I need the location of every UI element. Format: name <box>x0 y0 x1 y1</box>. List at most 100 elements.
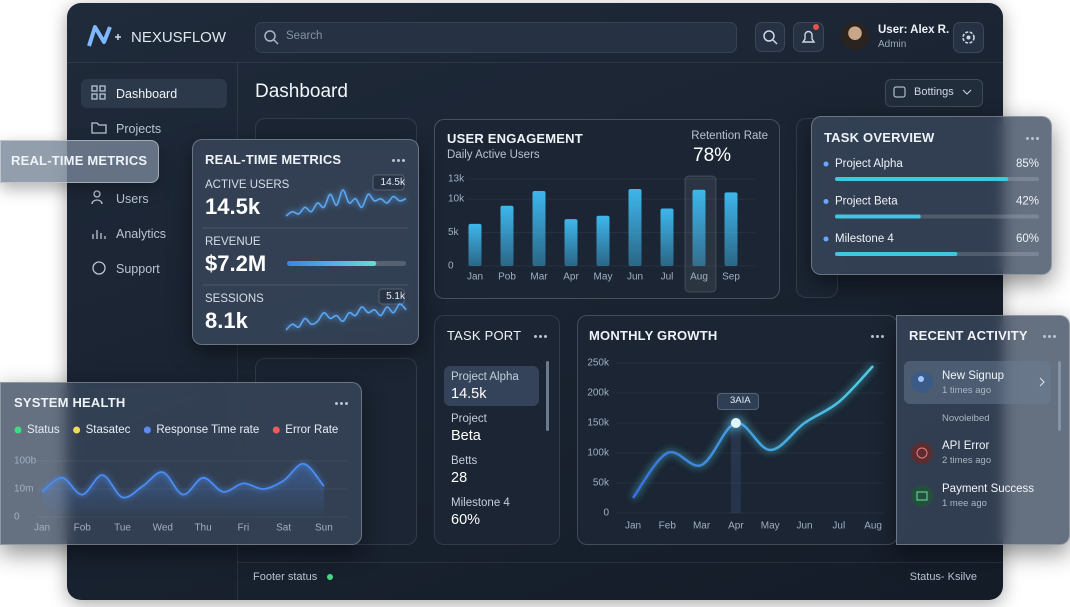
recent-activity-card: RECENT ACTIVITY New Signup 1 times ago API… <box>896 315 1070 545</box>
brand: NEXUSFLOW <box>131 29 227 46</box>
metric-value: $7.2M <box>205 251 267 276</box>
notification-button[interactable] <box>793 22 824 52</box>
line-chart: Status Stasatec Response Time rate Error Ra… <box>14 424 349 534</box>
menu-dots[interactable] <box>871 335 874 338</box>
nav-icons <box>91 85 107 275</box>
task-name: Project Beta <box>835 196 898 208</box>
progress-bar <box>835 214 921 219</box>
legend-swatch <box>14 426 22 434</box>
x-tick-label: Thu <box>194 523 211 534</box>
card-title: USER ENGAGEMENT <box>447 131 583 146</box>
metric-label: ACTIVE USERS <box>205 179 290 191</box>
activity-icons <box>911 371 1045 507</box>
x-tick-label: Apr <box>563 272 579 283</box>
x-tick-label: Jul <box>661 272 674 283</box>
status-dot <box>327 574 333 580</box>
annotation: 3AIA <box>730 395 751 406</box>
legend-swatch <box>272 426 280 434</box>
activity-title: Payment Success <box>942 483 1035 495</box>
badge <box>378 288 405 305</box>
activity-time: 1 times ago <box>942 385 992 396</box>
item-value: 14.5k <box>451 386 487 402</box>
activity-title: New Signup <box>942 370 1005 382</box>
item-value: 28 <box>451 470 468 486</box>
task-name: Milestone 4 <box>835 233 894 245</box>
y-tick-label: 100b <box>14 456 37 467</box>
badge <box>372 174 405 191</box>
item-value: Beta <box>451 428 481 444</box>
engagement-card: USER ENGAGEMENT Daily Active Users Reten… <box>434 119 780 299</box>
floating-tag <box>0 140 159 183</box>
settings-button-label: Bottings <box>914 86 954 98</box>
x-tick-label: Apr <box>728 521 744 532</box>
menu-dots[interactable] <box>335 402 338 405</box>
menu-dots[interactable] <box>1026 137 1029 140</box>
settings-button-icons <box>893 86 972 98</box>
search-button[interactable] <box>755 22 785 52</box>
card-title: SYSTEM HEALTH <box>14 395 126 410</box>
x-tick-label: Sun <box>315 523 333 534</box>
metric-value: 14.5k <box>205 194 261 219</box>
x-tick-label: Mar <box>693 521 711 532</box>
y-tick-label: 250k <box>587 358 610 369</box>
bar <box>660 208 674 266</box>
sparkline <box>285 303 407 331</box>
header-divider <box>67 62 1003 63</box>
card-title: MONTHLY GROWTH <box>589 328 718 343</box>
menu-dots[interactable] <box>392 159 395 162</box>
menu-dots[interactable] <box>534 335 537 338</box>
nav-item[interactable]: Users <box>116 192 149 206</box>
nav-item[interactable]: Dashboard <box>116 87 178 101</box>
bullet <box>823 161 829 167</box>
nav-item[interactable]: Projects <box>116 122 162 136</box>
page-title: Dashboard <box>255 81 348 102</box>
badge-label: 14.5k <box>380 177 405 188</box>
growth-card: MONTHLY GROWTH 0 50k 100k 150k 200k 250k Jan Fe… <box>577 315 898 545</box>
settings-icon-button[interactable] <box>953 22 984 53</box>
annotation-box <box>717 393 759 410</box>
divider-label: Novoleibed <box>942 413 990 424</box>
item-name: Project <box>451 413 487 425</box>
bar-chart: 0 5k 10k 13k Jan Pob Mar Apr May Jun Jul Aug Sep <box>448 174 755 293</box>
activity-time: 1 mee ago <box>942 498 987 509</box>
y-tick-label: 200k <box>587 388 610 399</box>
x-tick-label: Aug <box>864 521 882 532</box>
x-tick-label: Jul <box>832 521 845 532</box>
x-tick-label: May <box>594 272 613 283</box>
selected-item <box>444 366 539 406</box>
icon <box>763 30 778 45</box>
legend-label: Status <box>27 424 60 436</box>
highlight-point <box>730 418 741 428</box>
footer-divider <box>237 562 1003 563</box>
y-tick-label: 0 <box>448 261 454 272</box>
icon <box>801 24 819 43</box>
icon <box>962 31 975 44</box>
activity-title: API Error <box>942 440 990 452</box>
y-tick-label: 5k <box>448 227 460 238</box>
x-tick-label: Fri <box>238 523 250 534</box>
x-tick-label: May <box>761 521 780 532</box>
progress-bar <box>835 177 1009 181</box>
bullet <box>823 199 829 204</box>
logo <box>87 25 121 47</box>
item-name: Project Alpha <box>451 371 519 383</box>
menu-dots[interactable] <box>1043 335 1046 338</box>
nav-item[interactable]: Support <box>116 262 160 276</box>
x-tick-label: Jun <box>627 272 643 283</box>
search-box[interactable] <box>255 22 737 53</box>
task-port-card: TASK PORT Project Alpha 14.5k Project Beta B… <box>434 315 560 545</box>
bar <box>628 189 642 266</box>
system-health-card: SYSTEM HEALTH Status Stasatec Response Tim… <box>0 382 362 545</box>
bar <box>596 215 610 266</box>
legend-swatch <box>143 426 151 434</box>
bar <box>468 223 482 266</box>
item-name: Milestone 4 <box>451 497 510 509</box>
bar <box>500 205 514 266</box>
x-tick-label: Wed <box>153 523 173 534</box>
y-tick-label: 50k <box>593 478 610 489</box>
avatar[interactable] <box>841 22 869 50</box>
nav-item[interactable]: Analytics <box>116 227 167 241</box>
hover-column <box>730 423 741 513</box>
scrollbar <box>1058 361 1061 431</box>
growth-line <box>631 365 875 499</box>
